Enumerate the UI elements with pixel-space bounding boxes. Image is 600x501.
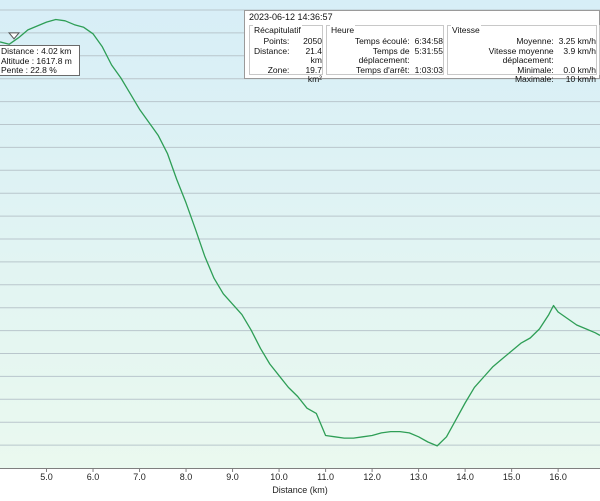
speed-title: Vitesse [451,25,481,35]
elapsed-time-value: 6:34:58 [414,36,443,46]
timestamp: 2023-06-12 14:36:57 [249,12,333,22]
tooltip-distance: Distance : 4.02 km [1,46,72,56]
min-speed-value: 0.0 km/h [563,64,596,75]
x-tick-label: 10.0 [270,472,288,482]
x-tick-label: 8.0 [180,472,193,482]
x-axis-label: Distance (km) [272,485,328,495]
avg-speed-label: Moyenne: [516,36,554,46]
moving-avg-speed-label: Vitesse moyenne déplacement: [488,45,554,65]
x-tick-label: 12.0 [363,472,381,482]
recap-distance-value: 21.4 km [305,45,322,65]
avg-speed-value: 3.25 km/h [558,36,596,46]
stopped-time-value: 1:03:03 [414,64,443,75]
x-axis-band [0,468,600,496]
recap-distance-label: Distance: [254,45,290,56]
recap-zone-value: 19.7 km² [305,64,322,84]
recap-title: Récapitulatif [253,25,302,35]
recap-points-label: Points: [263,36,290,46]
moving-time-label: Temps de déplacement: [358,45,410,65]
speed-group: Vitesse Moyenne: 3.25 km/h Vitesse moyen… [447,25,597,84]
min-speed-label: Minimale: [517,64,554,75]
recap-group: Récapitulatif Points: 2050 Distance: 21.… [249,25,323,84]
x-tick-label: 5.0 [40,472,53,482]
stopped-time-label: Temps d'arrêt: [356,64,410,75]
elevation-series-line [0,18,600,447]
x-tick-label: 16.0 [549,472,567,482]
x-tick-label: 14.0 [456,472,474,482]
moving-avg-speed-value: 3.9 km/h [563,45,596,56]
x-tick-label: 6.0 [87,472,100,482]
x-tick-label: 13.0 [410,472,428,482]
elapsed-time-label: Temps écoulé: [354,36,410,46]
time-title: Heure [330,25,356,35]
x-tick-label: 7.0 [133,472,146,482]
x-tick-label: 15.0 [503,472,521,482]
stats-panel: 2023-06-12 14:36:57 Récapitulatif Points… [244,10,600,84]
moving-time-value: 5:31:55 [414,45,443,56]
max-speed-label: Maximale: [514,74,554,84]
hover-marker-icon [7,32,21,40]
x-tick-label: 9.0 [226,472,239,482]
hover-tooltip: Distance : 4.02 km Altitude : 1617.8 m P… [0,45,80,76]
recap-points-value: 2050 [303,36,322,46]
time-group: Heure Temps écoulé: 6:34:58 Temps de dép… [326,25,444,75]
tooltip-slope: Pente : 22.8 % [1,65,57,75]
recap-zone-label: Zone: [267,64,290,75]
tooltip-altitude: Altitude : 1617.8 m [1,55,72,66]
x-tick-label: 11.0 [317,472,334,482]
max-speed-value: 10 km/h [565,74,596,84]
